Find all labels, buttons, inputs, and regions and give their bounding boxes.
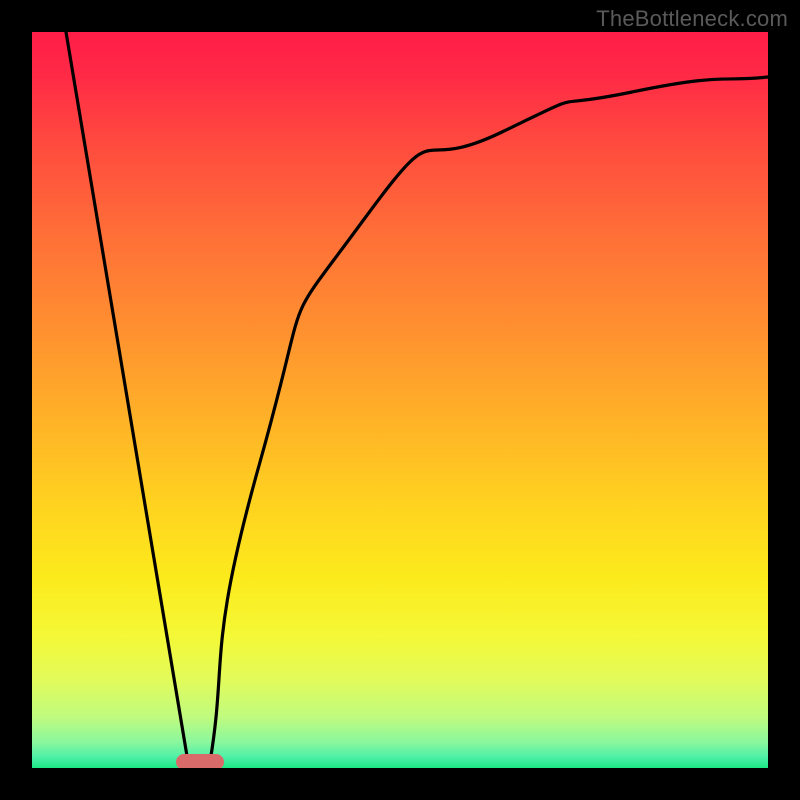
frame-border-right	[768, 0, 800, 800]
chart-container: TheBottleneck.com	[0, 0, 800, 800]
bottleneck-marker	[176, 754, 224, 768]
curve-layer	[32, 32, 768, 768]
frame-border-bottom	[0, 768, 800, 800]
watermark-text: TheBottleneck.com	[596, 6, 788, 32]
right-ascending-curve	[210, 77, 768, 762]
left-descending-line	[66, 32, 188, 762]
frame-border-left	[0, 0, 32, 800]
plot-area	[32, 32, 768, 768]
